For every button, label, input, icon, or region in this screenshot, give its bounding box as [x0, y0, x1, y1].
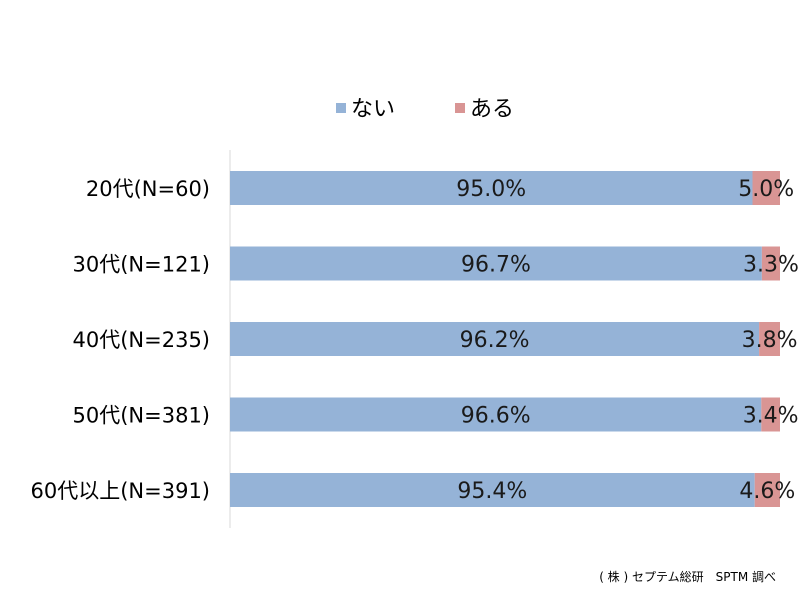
data-label-series-0: 96.6% — [461, 404, 531, 429]
data-label-series-0: 95.0% — [456, 177, 526, 202]
legend-swatch-0 — [336, 103, 346, 113]
category-label: 50代(N=381) — [73, 404, 211, 428]
value-labels: 95.0% 5.0% 96.7% 3.3% 96.2% 3.8% 96.6% 3.4% 95.4… — [456, 177, 799, 504]
bar-segment-series-1 — [759, 322, 780, 356]
data-label-series-1: 4.6% — [739, 479, 795, 504]
bar-segment-series-0 — [230, 473, 755, 507]
category-labels: 20代(N=60) 30代(N=121) 40代(N=235) 50代(N=381) 6… — [31, 177, 211, 503]
legend-label-0: ない — [351, 97, 395, 122]
bar-segment-series-1 — [761, 397, 780, 432]
bar-segment-series-1 — [752, 171, 780, 205]
category-label: 60代以上(N=391) — [31, 479, 211, 503]
bar-segment-series-0 — [230, 246, 762, 281]
data-label-series-1: 5.0% — [738, 177, 794, 202]
legend: ない ある — [336, 97, 514, 122]
bar-segment-series-1 — [761, 246, 780, 281]
category-label: 40代(N=235) — [73, 328, 211, 352]
data-label-series-1: 3.4% — [743, 404, 799, 429]
data-label-series-1: 3.3% — [743, 253, 799, 278]
data-label-series-0: 95.4% — [457, 479, 527, 504]
legend-label-1: ある — [470, 97, 514, 122]
category-label: 30代(N=121) — [73, 253, 211, 277]
category-label: 20代(N=60) — [86, 177, 210, 201]
bar-segment-series-0 — [230, 397, 762, 432]
data-label-series-0: 96.2% — [460, 328, 530, 353]
data-label-series-1: 3.8% — [742, 328, 798, 353]
source-footnote: ( 株 ) セプテム総研 SPTM 調べ — [599, 570, 776, 584]
bars-group — [230, 171, 780, 507]
data-label-series-0: 96.7% — [461, 253, 531, 278]
bar-segment-series-0 — [230, 171, 753, 205]
legend-swatch-1 — [455, 103, 465, 113]
bar-segment-series-1 — [754, 473, 780, 507]
bar-segment-series-0 — [230, 322, 760, 356]
